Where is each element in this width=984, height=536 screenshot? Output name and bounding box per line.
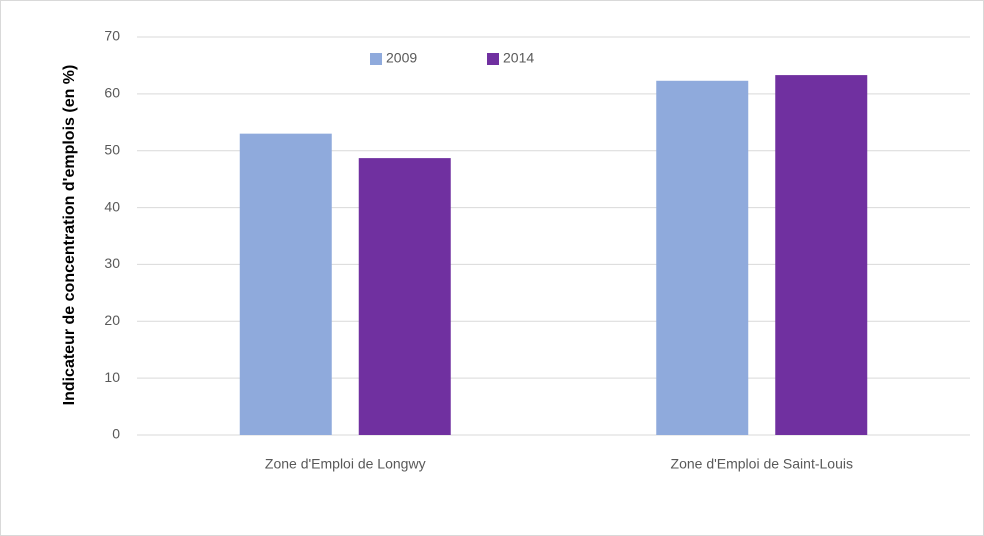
- legend-label: 2009: [386, 50, 417, 66]
- y-tick-label: 70: [104, 28, 120, 44]
- legend-label: 2014: [503, 50, 534, 66]
- y-tick-label: 30: [104, 255, 120, 271]
- y-axis-label: Indicateur de concentration d'emplois (e…: [61, 64, 78, 406]
- bar: [358, 158, 451, 435]
- y-tick-label: 20: [104, 312, 120, 328]
- legend-swatch: [487, 53, 499, 65]
- bar: [239, 133, 332, 435]
- bar: [656, 80, 749, 435]
- bar: [775, 75, 868, 435]
- y-tick-label: 10: [104, 369, 120, 385]
- y-tick-label: 60: [104, 85, 120, 101]
- legend-swatch: [370, 53, 382, 65]
- y-tick-label: 0: [112, 426, 120, 442]
- y-tick-label: 50: [104, 141, 120, 157]
- x-tick-label: Zone d'Emploi de Saint-Louis: [671, 456, 853, 472]
- x-tick-label: Zone d'Emploi de Longwy: [265, 456, 426, 472]
- y-tick-label: 40: [104, 198, 120, 214]
